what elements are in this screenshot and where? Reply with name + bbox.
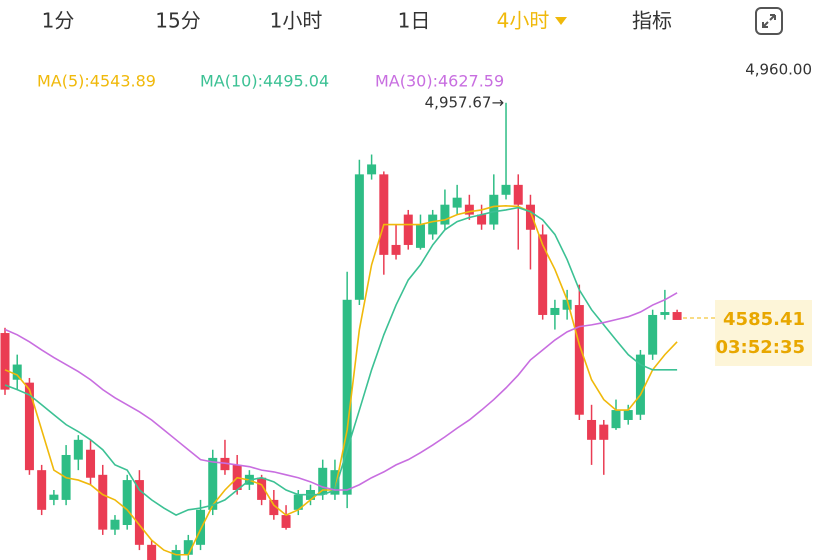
- candle-body: [391, 244, 401, 255]
- candle-body: [440, 204, 450, 225]
- fullscreen-icon[interactable]: [755, 7, 783, 35]
- tab[interactable]: 1日: [398, 9, 431, 33]
- candle-body: [562, 299, 572, 310]
- candle-body: [611, 410, 621, 429]
- candle-body: [489, 194, 499, 225]
- tab[interactable]: 指标: [632, 9, 672, 33]
- tab[interactable]: 1分: [42, 9, 75, 33]
- ma-legend: MA(5):4543.89 MA(10):4495.04 MA(30):4627.5…: [37, 72, 504, 91]
- max-price-note: 4,957.67→: [425, 93, 504, 111]
- candle-body: [550, 307, 560, 315]
- candle-body: [73, 439, 83, 460]
- timeframe-tabs: 1分 15分 1小时 1日 4小时 指标: [42, 9, 672, 33]
- candle-body: [86, 449, 96, 478]
- candle-body: [281, 515, 291, 528]
- candle-body: [513, 184, 523, 205]
- candle-body: [672, 312, 682, 320]
- candle-body: [464, 204, 474, 215]
- candle-body: [196, 509, 206, 545]
- candle-body: [134, 480, 144, 545]
- candle-chart: 4,960.00 4,957.67→: [0, 61, 812, 560]
- dropdown-arrow[interactable]: [555, 17, 567, 25]
- candle-body: [342, 299, 352, 495]
- last-price-box: [715, 300, 812, 366]
- candle-body: [330, 470, 340, 495]
- candle-body: [501, 184, 511, 195]
- candle-body: [49, 494, 59, 500]
- candle-body: [318, 467, 328, 495]
- candle-body: [477, 214, 487, 225]
- candle-body: [452, 197, 462, 208]
- candle-body: [24, 382, 34, 471]
- candle-body: [257, 477, 267, 500]
- candle-body: [0, 333, 10, 390]
- y-tick-label: 4,960.00: [745, 61, 812, 79]
- candle-body: [98, 474, 108, 530]
- tab[interactable]: 4小时: [497, 9, 550, 33]
- tab[interactable]: 15分: [155, 9, 200, 33]
- legend-entry: MA(5):4543.89: [37, 72, 156, 91]
- countdown: 03:52:35: [715, 337, 805, 358]
- candle-body: [147, 544, 157, 560]
- candle-body: [379, 174, 389, 255]
- candle-body: [12, 364, 22, 380]
- candle-body: [208, 457, 218, 510]
- candle-body: [538, 234, 548, 315]
- candle-body: [428, 214, 438, 235]
- last-price: 4585.41: [723, 309, 805, 330]
- ma-line: [4, 292, 678, 491]
- candle-body: [635, 354, 645, 415]
- candle-body: [525, 204, 535, 230]
- legend-entry: MA(30):4627.59: [375, 72, 504, 91]
- candle-body: [110, 519, 120, 530]
- candle-body: [269, 499, 279, 516]
- legend-entry: MA(10):4495.04: [200, 72, 329, 91]
- candle-body: [220, 457, 230, 471]
- candle-body: [415, 224, 425, 248]
- candle-body: [183, 540, 193, 555]
- candle-body: [122, 480, 132, 525]
- candle-body: [367, 164, 377, 175]
- candle-body: [293, 494, 303, 510]
- ma-line: [4, 205, 678, 556]
- candle-body: [354, 174, 364, 300]
- candle-body: [599, 424, 609, 440]
- candle-body: [37, 470, 47, 510]
- candle-body: [660, 312, 670, 315]
- candle-body: [648, 314, 658, 355]
- candle-body: [587, 419, 597, 440]
- ma-line: [4, 206, 678, 516]
- tab[interactable]: 1小时: [270, 9, 323, 33]
- candle-body: [574, 305, 584, 415]
- candle-body: [623, 410, 633, 420]
- candle-body: [403, 214, 413, 245]
